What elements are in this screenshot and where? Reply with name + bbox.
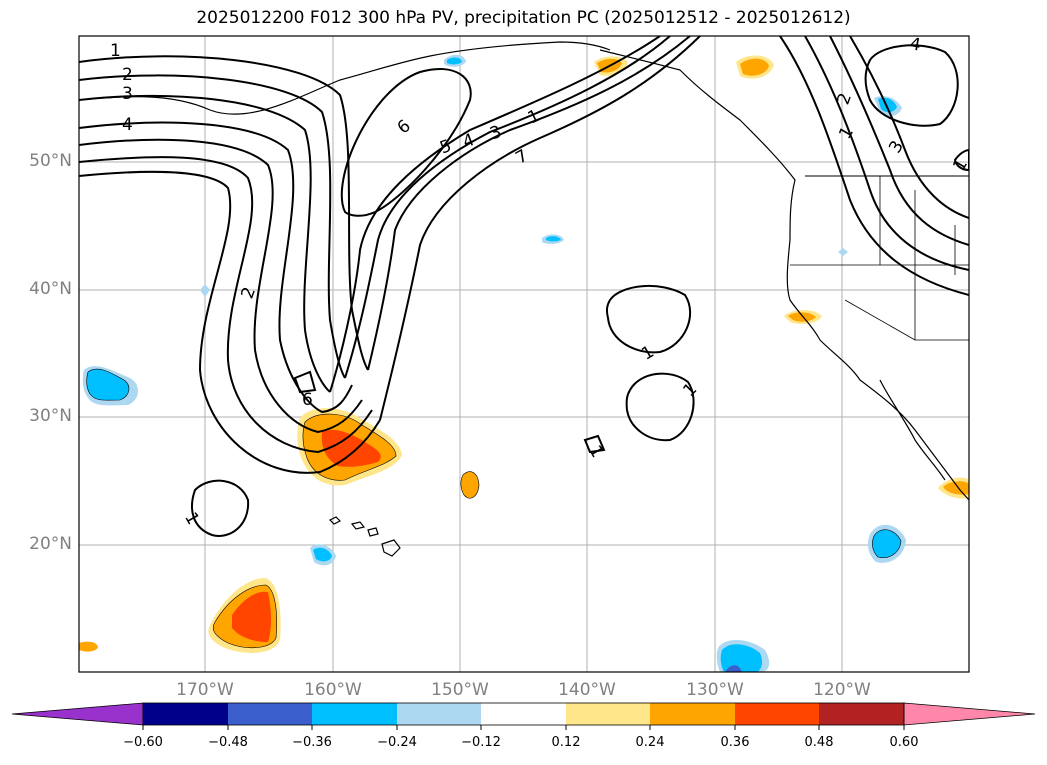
hawaii-islands	[328, 516, 401, 557]
colorbar-segment	[312, 703, 397, 725]
lat-label-50n: 50°N	[29, 151, 72, 171]
contour-label: 7	[512, 146, 531, 169]
colorbar-tick-label: 0.48	[804, 735, 834, 750]
contour-label: 5	[437, 136, 454, 158]
colorbar-tick-label: −0.36	[292, 735, 332, 750]
map-frame	[78, 35, 970, 673]
pv-contours	[79, 36, 969, 537]
colorbar-extend-min	[11, 702, 144, 726]
contour-label: 1	[679, 379, 701, 401]
lat-label-30n: 30°N	[29, 406, 72, 426]
lat-label-20n: 20°N	[29, 534, 72, 554]
map-title: 2025012200 F012 300 hPa PV, precipitatio…	[196, 8, 851, 28]
contour-label: 4	[122, 115, 133, 135]
colorbar-tick-label: 0.60	[889, 735, 919, 750]
colorbar-tick-label: 0.24	[635, 735, 665, 750]
colorbar-segment	[650, 703, 735, 725]
contour-label: 1	[110, 41, 121, 61]
precip-shading	[79, 54, 969, 672]
lon-label-170w: 170°W	[176, 680, 234, 700]
colorbar-tick-label: −0.12	[461, 735, 501, 750]
colorbar-tick-label: −0.24	[377, 735, 417, 750]
gridlines	[79, 36, 969, 672]
colorbar-segment	[566, 703, 650, 725]
colorbar-tick-label: −0.60	[123, 735, 163, 750]
colorbar-segment	[143, 703, 228, 725]
coastlines	[79, 41, 969, 501]
colorbar-segment	[228, 703, 312, 725]
contour-label: 2	[833, 90, 855, 107]
contour-label: 3	[122, 84, 133, 104]
contour-label: 6	[302, 390, 313, 410]
precip-outline	[86, 368, 902, 648]
colorbar	[11, 702, 1036, 730]
contour-label: 3	[885, 137, 908, 156]
contour-label: 4	[908, 34, 922, 56]
colorbar-segment	[481, 703, 566, 725]
lon-label-140w: 140°W	[558, 680, 616, 700]
colorbar-tick-label: 0.12	[551, 735, 581, 750]
colorbar-tick-label: −0.48	[208, 735, 248, 750]
contour-label: 2	[237, 284, 259, 301]
contour-label: 6	[394, 116, 415, 138]
lon-label-120w: 120°W	[813, 680, 871, 700]
colorbar-segment	[819, 703, 904, 725]
lon-label-150w: 150°W	[431, 680, 489, 700]
colorbar-segment	[735, 703, 819, 725]
contour-label: 1	[180, 509, 203, 528]
colorbar-segment	[397, 703, 481, 725]
lon-label-160w: 160°W	[304, 680, 362, 700]
colorbar-tick-label: 0.36	[720, 735, 750, 750]
colorbar-extend-max	[903, 702, 1036, 726]
contour-label: 1	[525, 106, 543, 129]
lon-label-130w: 130°W	[686, 680, 744, 700]
lat-label-40n: 40°N	[29, 279, 72, 299]
contour-label: 2	[122, 65, 133, 85]
contour-labels: 1 2 3 4 1 2 6 5 4 3 1 7 6 1 1 1 1 4 2 1 …	[110, 34, 972, 528]
